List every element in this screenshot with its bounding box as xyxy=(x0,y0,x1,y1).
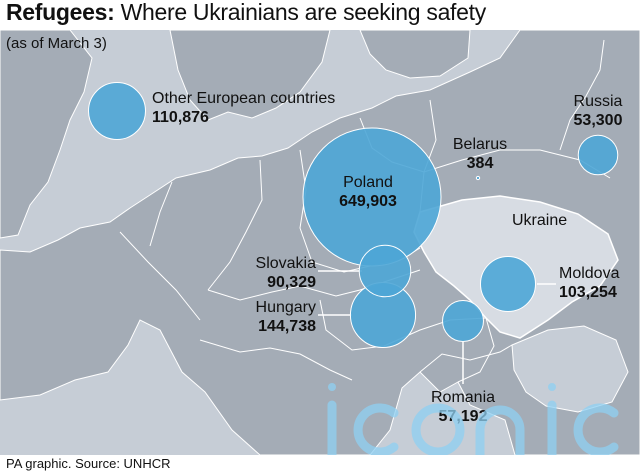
label-name-russia: Russia xyxy=(573,93,623,110)
title-bold: Refugees: xyxy=(6,0,115,25)
label-moldova: Moldova 103,254 xyxy=(559,264,619,302)
black-sea xyxy=(511,325,629,413)
label-belarus: Belarus 384 xyxy=(441,135,519,173)
landmass-finland xyxy=(359,30,471,79)
header: Refugees: Where Ukrainians are seeking s… xyxy=(0,0,640,30)
map-area xyxy=(0,30,640,455)
label-value-moldova: 103,254 xyxy=(559,284,617,301)
footer: PA graphic. Source: UNHCR xyxy=(0,455,640,475)
title-rest: Where Ukrainians are seeking safety xyxy=(114,0,487,25)
label-value-russia: 53,300 xyxy=(573,112,623,129)
label-name-slovakia: Slovakia xyxy=(255,255,316,272)
label-name-moldova: Moldova xyxy=(559,265,620,282)
landmass-scandinavia xyxy=(169,30,331,121)
label-slovakia: Slovakia 90,329 xyxy=(224,254,316,292)
bubble-romania xyxy=(442,300,484,342)
label-value-slovakia: 90,329 xyxy=(267,274,316,291)
bubble-group xyxy=(88,82,619,349)
label-value-belarus: 384 xyxy=(466,155,494,172)
landmass-britain xyxy=(0,30,93,239)
label-name-poland: Poland xyxy=(343,174,393,191)
label-name-other-european: Other European countries xyxy=(152,90,336,107)
region-label-ukraine: Ukraine xyxy=(512,212,568,229)
bubble-belarus xyxy=(475,175,481,181)
label-hungary: Hungary 144,738 xyxy=(224,298,316,336)
label-name-belarus: Belarus xyxy=(452,136,508,153)
bubble-moldova xyxy=(479,255,537,313)
bubble-layer xyxy=(88,82,619,384)
label-name-romania: Romania xyxy=(430,389,496,406)
bubble-slovakia xyxy=(358,244,412,298)
label-value-other-european: 110,876 xyxy=(152,109,209,126)
label-name-hungary: Hungary xyxy=(255,299,316,316)
label-russia: Russia 53,300 xyxy=(562,92,634,130)
page-title: Refugees: Where Ukrainians are seeking s… xyxy=(6,0,486,26)
watermark-logo xyxy=(327,383,619,455)
label-value-hungary: 144,738 xyxy=(258,318,316,335)
label-poland: Poland 649,903 xyxy=(328,173,408,211)
source-note: PA graphic. Source: UNHCR xyxy=(6,456,171,471)
subtitle: (as of March 3) xyxy=(6,35,107,52)
label-value-poland: 649,903 xyxy=(339,193,397,210)
bubble-russia xyxy=(577,134,619,176)
label-other-european: Other European countries 110,876 xyxy=(152,89,335,127)
bubble-other-european-countries xyxy=(88,82,146,140)
